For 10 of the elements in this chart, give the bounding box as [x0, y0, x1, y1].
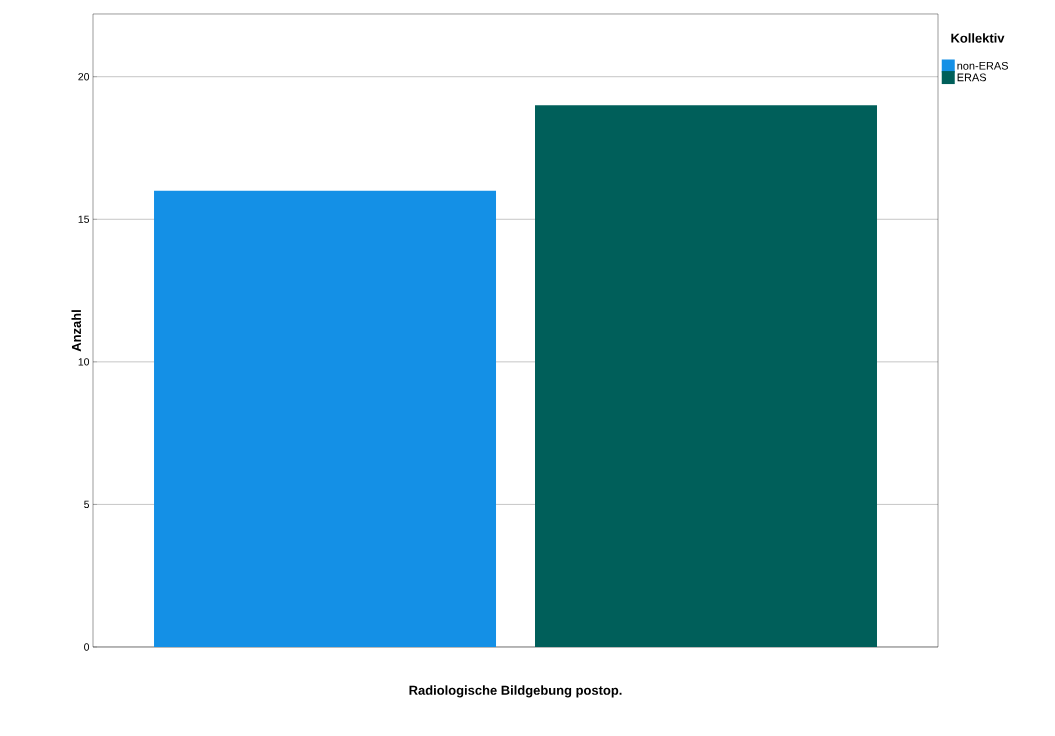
legend-label: non-ERAS	[957, 61, 1008, 70]
y-tick-label: 15	[78, 215, 90, 223]
y-tick-label: 10	[78, 358, 90, 366]
y-axis-title: Anzahl	[71, 310, 82, 352]
y-tick-label: 5	[84, 500, 90, 509]
legend-label: ERAS	[957, 73, 987, 82]
x-axis-title: Radiologische Bildgebung postop.	[409, 685, 622, 698]
legend-title: Kollektiv	[951, 33, 1005, 43]
y-tick-label: 0	[84, 643, 90, 651]
y-tick-label: 20	[78, 73, 90, 81]
